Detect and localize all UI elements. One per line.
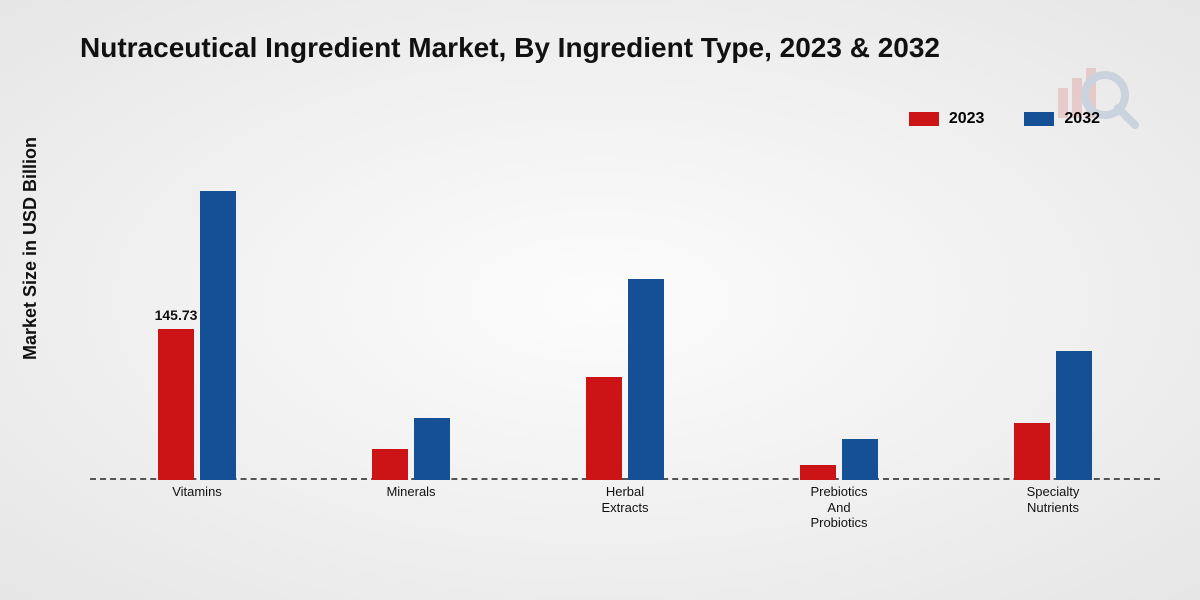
- legend-label-2023: 2023: [949, 110, 985, 128]
- bar: [414, 418, 450, 480]
- bar-group: [586, 170, 664, 480]
- bar: 145.73: [158, 329, 194, 480]
- bar-group: 145.73: [158, 170, 236, 480]
- x-axis-labels: Vitamins Minerals HerbalExtracts Prebiotics…: [90, 480, 1160, 520]
- x-tick-label: Vitamins: [137, 480, 257, 520]
- bar: [586, 377, 622, 480]
- y-axis-label: Market Size in USD Billion: [20, 137, 41, 360]
- legend-label-2032: 2032: [1064, 110, 1100, 128]
- x-tick-label: SpecialtyNutrients: [993, 480, 1113, 520]
- bar: [372, 449, 408, 480]
- bar-group: [1014, 170, 1092, 480]
- x-tick-label: PrebioticsAndProbiotics: [779, 480, 899, 520]
- legend-swatch-2032: [1024, 112, 1054, 126]
- bar: [628, 279, 664, 481]
- legend-swatch-2023: [909, 112, 939, 126]
- x-tick-label: Minerals: [351, 480, 471, 520]
- bar: [1014, 423, 1050, 480]
- bar-value-label: 145.73: [155, 307, 198, 323]
- legend: 2023 2032: [909, 110, 1100, 128]
- bar: [1056, 351, 1092, 480]
- legend-item-2032: 2032: [1024, 110, 1100, 128]
- bar: [200, 191, 236, 480]
- bar: [842, 439, 878, 480]
- legend-item-2023: 2023: [909, 110, 985, 128]
- plot-area: 145.73 Vitamins Minerals HerbalExtracts Pre…: [90, 170, 1160, 520]
- bar-groups: 145.73: [90, 170, 1160, 480]
- bar-group: [372, 170, 450, 480]
- chart-title: Nutraceutical Ingredient Market, By Ingr…: [80, 32, 940, 64]
- bar-group: [800, 170, 878, 480]
- bar: [800, 465, 836, 481]
- x-tick-label: HerbalExtracts: [565, 480, 685, 520]
